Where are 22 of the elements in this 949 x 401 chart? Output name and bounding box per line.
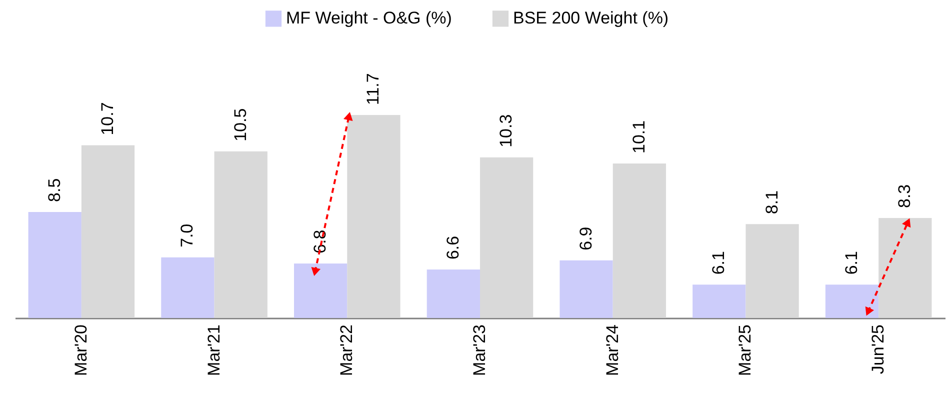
data-label: 10.3 (496, 114, 516, 148)
data-label: 6.9 (576, 226, 596, 250)
x-tick-label: Mar'22 (337, 324, 356, 376)
legend-label: MF Weight - O&G (%) (286, 8, 452, 28)
data-label: 11.7 (364, 73, 383, 105)
data-label: 8.5 (44, 178, 64, 202)
x-tick-label: Mar'21 (204, 324, 224, 376)
x-tick-label: Jun'25 (868, 324, 888, 374)
data-label: 6.1 (709, 251, 728, 275)
x-tick-label: Mar'24 (602, 324, 622, 376)
data-label: 10.1 (629, 120, 648, 154)
x-tick-label: Mar'25 (736, 324, 755, 376)
data-label: 10.7 (98, 102, 117, 136)
data-label: 7.0 (178, 224, 197, 248)
data-label: 10.5 (230, 108, 250, 142)
data-label: 8.3 (895, 184, 914, 208)
data-label: 8.1 (762, 190, 782, 214)
data-label: 6.1 (842, 251, 861, 275)
x-tick-label: Mar'20 (71, 324, 90, 376)
data-label: 6.6 (443, 236, 462, 260)
legend-label: BSE 200 Weight (%) (513, 8, 669, 28)
x-tick-label: Mar'23 (470, 324, 489, 376)
